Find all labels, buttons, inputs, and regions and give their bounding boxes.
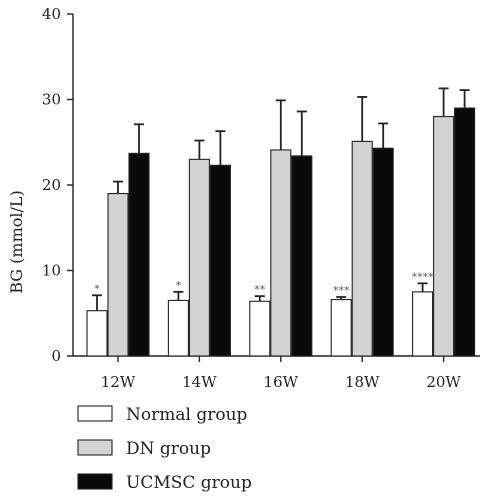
bar bbox=[86, 310, 108, 357]
bar bbox=[270, 149, 292, 357]
bar bbox=[188, 158, 210, 357]
bar bbox=[372, 147, 394, 357]
bar bbox=[107, 193, 129, 357]
error-bars bbox=[92, 87, 470, 311]
legend-label: Normal group bbox=[126, 405, 248, 425]
y-tick-label: 30 bbox=[42, 91, 61, 109]
bar bbox=[330, 299, 352, 357]
significance-label: ** bbox=[254, 283, 266, 296]
y-tick-label: 0 bbox=[51, 347, 61, 365]
bar bbox=[454, 107, 476, 357]
legend: Normal group DN group UCMSC group bbox=[77, 405, 252, 493]
x-tick-label: 14W bbox=[182, 373, 217, 391]
x-tick-label: 16W bbox=[264, 373, 299, 391]
significance-label: * bbox=[176, 279, 182, 292]
bar bbox=[412, 291, 434, 357]
x-tick-label: 12W bbox=[101, 373, 136, 391]
significance-label: * bbox=[94, 282, 100, 295]
y-tick-label: 40 bbox=[42, 5, 61, 23]
significance-labels: * * ** ******* bbox=[94, 270, 434, 297]
bar bbox=[209, 164, 231, 357]
bar bbox=[249, 300, 271, 357]
legend-label: UCMSC group bbox=[126, 473, 252, 493]
legend-swatch bbox=[77, 473, 113, 490]
y-axis-title: BG (mmol/L) bbox=[7, 190, 26, 294]
legend-swatch bbox=[77, 405, 113, 422]
legend-label: DN group bbox=[126, 439, 211, 459]
y-axis-ticks: 0 10 20 30 40 bbox=[42, 5, 73, 365]
bar-series bbox=[86, 107, 476, 357]
bar bbox=[351, 140, 373, 357]
legend-swatch bbox=[77, 439, 113, 456]
bar bbox=[167, 299, 189, 357]
x-axis-ticks: 12W 14W 16W 18W 20W bbox=[101, 356, 461, 391]
y-tick-label: 10 bbox=[42, 262, 61, 280]
y-tick-label: 20 bbox=[42, 176, 61, 194]
significance-label: **** bbox=[412, 270, 435, 283]
x-tick-label: 18W bbox=[345, 373, 380, 391]
x-tick-label: 20W bbox=[426, 373, 461, 391]
bar bbox=[291, 155, 313, 357]
bar bbox=[128, 152, 150, 357]
significance-label: *** bbox=[333, 284, 350, 297]
bar bbox=[433, 116, 455, 357]
